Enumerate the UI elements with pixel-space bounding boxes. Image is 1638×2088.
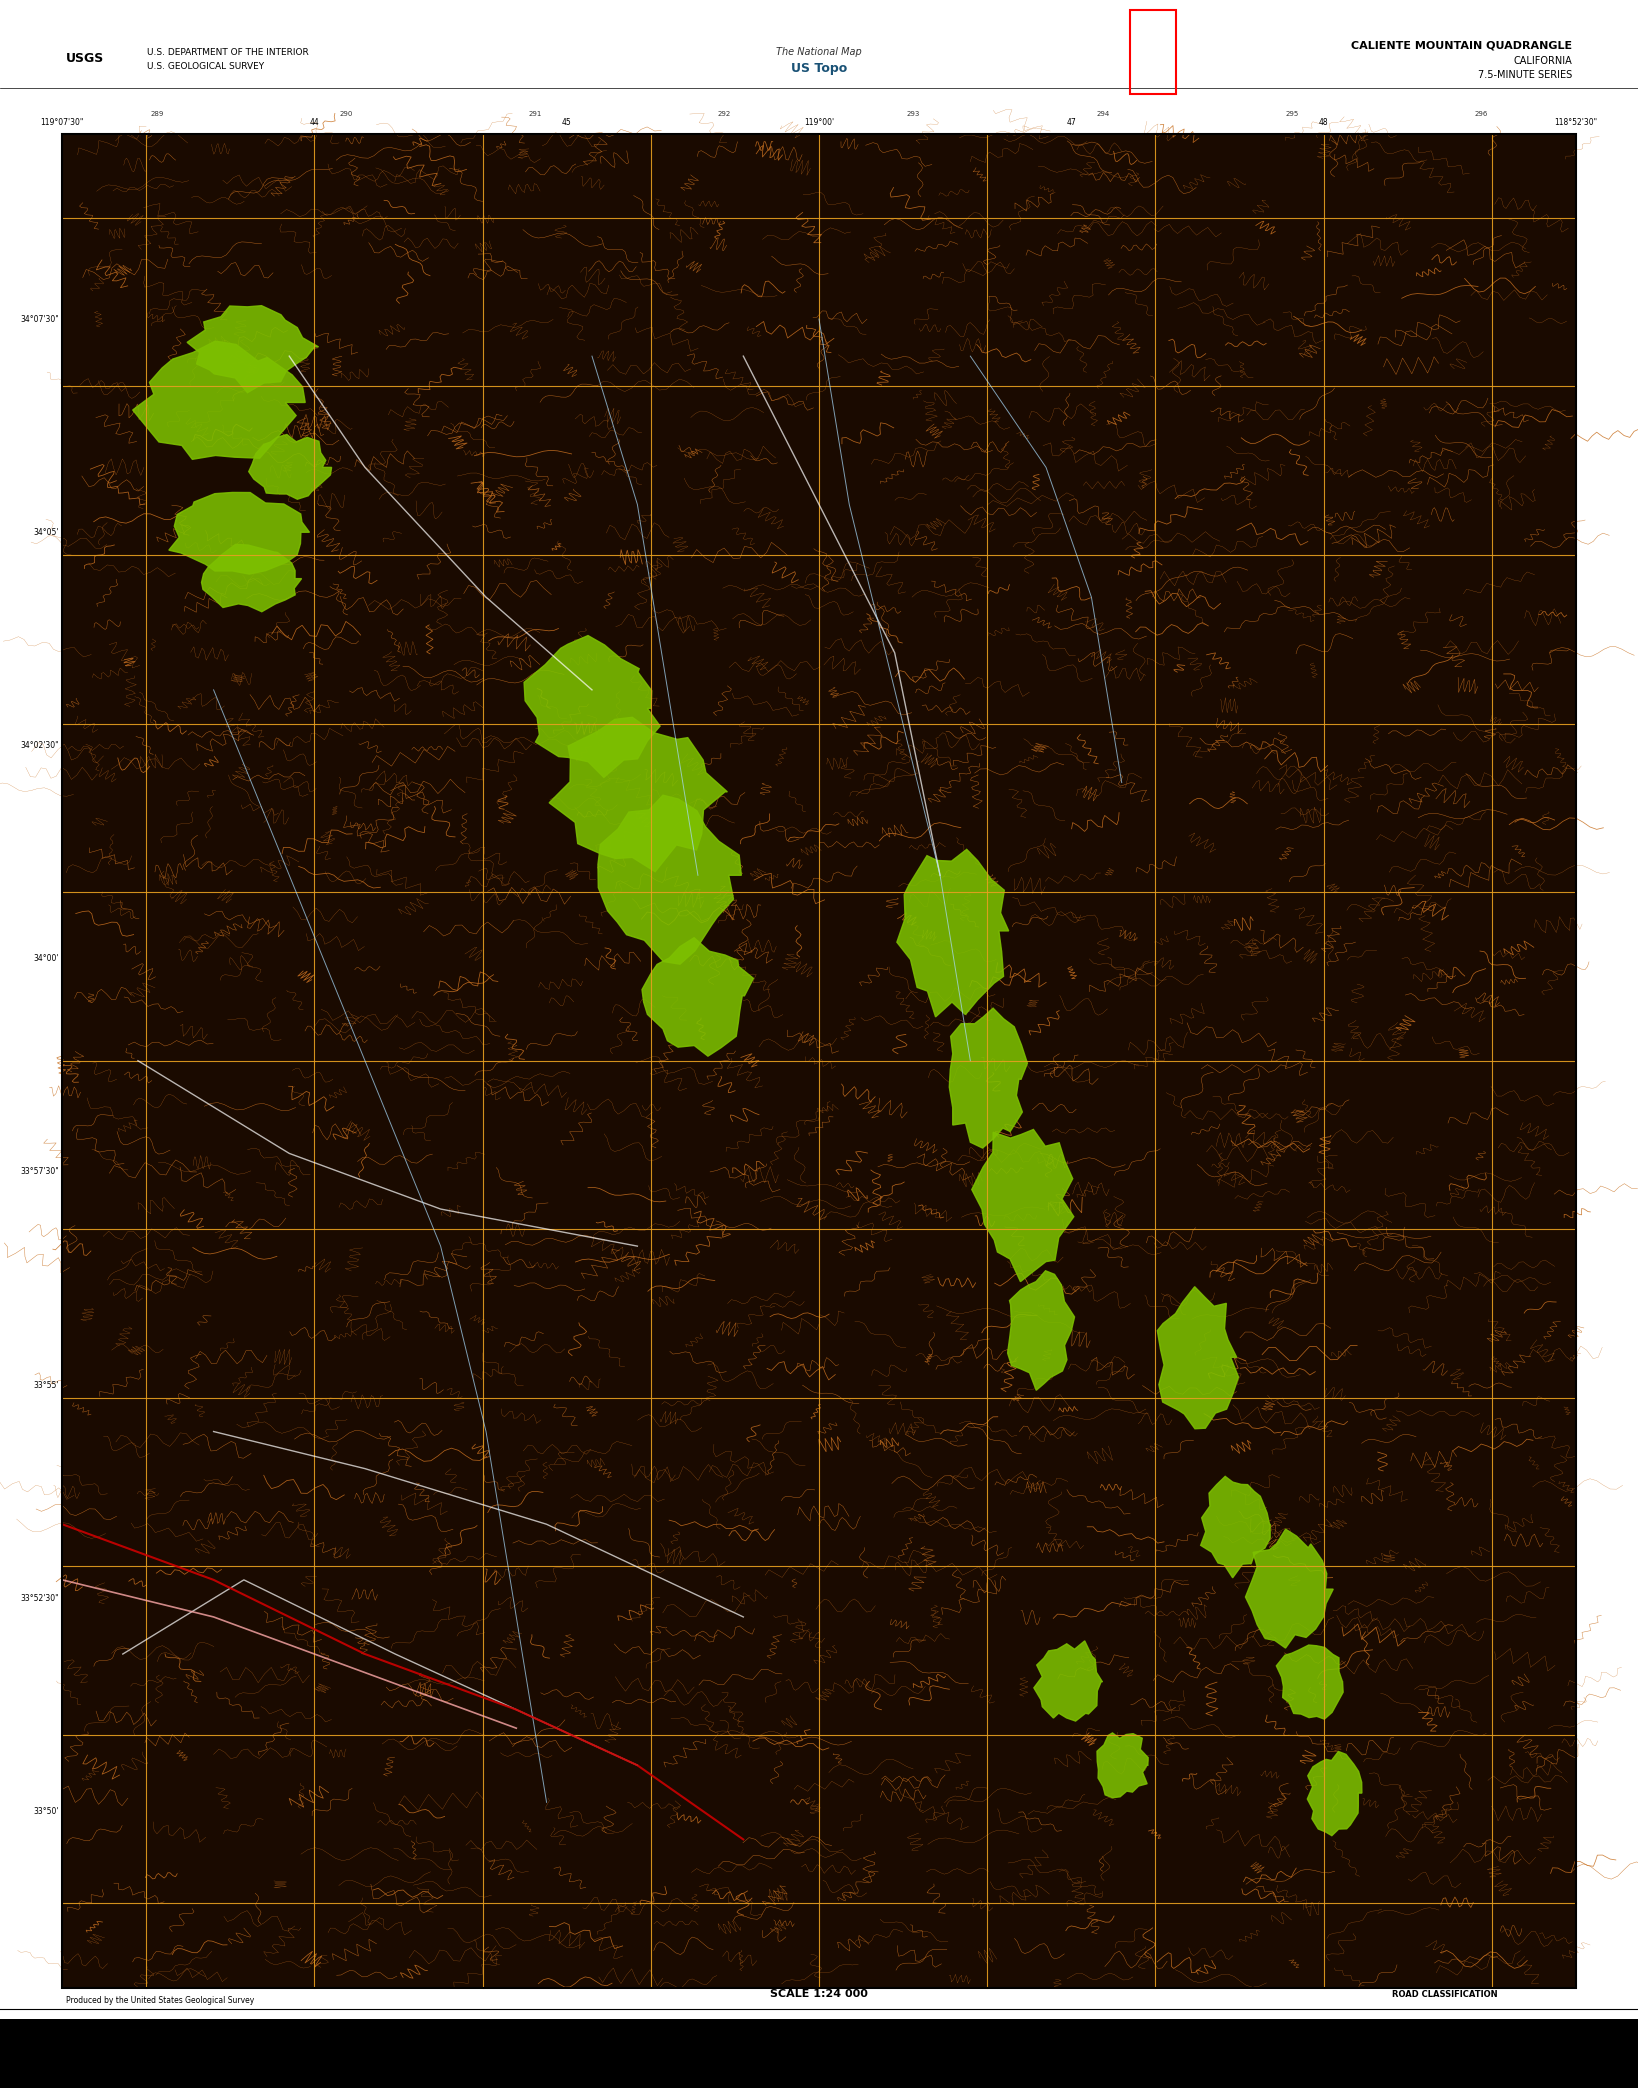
Text: 119°00': 119°00' bbox=[804, 119, 834, 127]
Text: 34°05': 34°05' bbox=[33, 528, 59, 537]
Polygon shape bbox=[1158, 1286, 1238, 1428]
Text: 293: 293 bbox=[907, 111, 921, 117]
Polygon shape bbox=[1307, 1752, 1361, 1835]
Text: 33°52'30": 33°52'30" bbox=[20, 1593, 59, 1604]
Text: 33°55': 33°55' bbox=[33, 1380, 59, 1391]
Text: 289: 289 bbox=[151, 111, 164, 117]
Text: 291: 291 bbox=[529, 111, 542, 117]
Polygon shape bbox=[898, 850, 1009, 1017]
Text: 296: 296 bbox=[1474, 111, 1487, 117]
Polygon shape bbox=[169, 493, 310, 574]
Polygon shape bbox=[971, 1130, 1075, 1282]
Text: 45: 45 bbox=[562, 119, 572, 127]
Text: U.S. GEOLOGICAL SURVEY: U.S. GEOLOGICAL SURVEY bbox=[147, 63, 265, 71]
Bar bbox=[62, 134, 1576, 1988]
Text: CALIFORNIA: CALIFORNIA bbox=[1514, 56, 1572, 65]
Polygon shape bbox=[249, 434, 331, 499]
Polygon shape bbox=[1276, 1645, 1343, 1718]
Text: The National Map: The National Map bbox=[776, 48, 862, 56]
Polygon shape bbox=[642, 938, 753, 1057]
Text: USGS: USGS bbox=[66, 52, 103, 65]
Text: 34°00': 34°00' bbox=[33, 954, 59, 963]
Text: 33°57'30": 33°57'30" bbox=[20, 1167, 59, 1176]
Polygon shape bbox=[598, 796, 742, 965]
Polygon shape bbox=[1245, 1528, 1333, 1647]
Text: ROAD CLASSIFICATION: ROAD CLASSIFICATION bbox=[1392, 1990, 1497, 1998]
Polygon shape bbox=[1007, 1272, 1075, 1391]
Text: 34°02'30": 34°02'30" bbox=[20, 741, 59, 750]
Text: CALIENTE MOUNTAIN QUADRANGLE: CALIENTE MOUNTAIN QUADRANGLE bbox=[1351, 42, 1572, 50]
Polygon shape bbox=[549, 718, 727, 871]
Text: U.S. DEPARTMENT OF THE INTERIOR: U.S. DEPARTMENT OF THE INTERIOR bbox=[147, 48, 310, 56]
Bar bbox=[1130, 10, 1176, 94]
Polygon shape bbox=[1034, 1641, 1102, 1721]
Polygon shape bbox=[201, 545, 301, 612]
Text: 295: 295 bbox=[1286, 111, 1299, 117]
Text: 294: 294 bbox=[1096, 111, 1109, 117]
Text: Produced by the United States Geological Survey: Produced by the United States Geological… bbox=[66, 1996, 254, 2004]
Text: 44: 44 bbox=[310, 119, 319, 127]
Polygon shape bbox=[133, 340, 305, 459]
Bar bbox=[0, 2019, 1638, 2088]
Text: 33°50': 33°50' bbox=[33, 1806, 59, 1817]
Bar bbox=[62, 134, 1576, 1988]
Text: 292: 292 bbox=[717, 111, 731, 117]
Text: 34°07'30": 34°07'30" bbox=[20, 315, 59, 324]
Text: 290: 290 bbox=[339, 111, 352, 117]
Text: 118°52'30": 118°52'30" bbox=[1554, 119, 1597, 127]
Text: 119°07'30": 119°07'30" bbox=[41, 119, 84, 127]
Polygon shape bbox=[187, 305, 318, 393]
Text: US Topo: US Topo bbox=[791, 63, 847, 75]
Text: 47: 47 bbox=[1066, 119, 1076, 127]
Polygon shape bbox=[950, 1009, 1027, 1148]
Polygon shape bbox=[524, 635, 660, 777]
Text: SCALE 1:24 000: SCALE 1:24 000 bbox=[770, 1990, 868, 1998]
Polygon shape bbox=[1201, 1476, 1269, 1579]
Text: 7.5-MINUTE SERIES: 7.5-MINUTE SERIES bbox=[1477, 71, 1572, 79]
Text: 48: 48 bbox=[1319, 119, 1328, 127]
Polygon shape bbox=[1097, 1733, 1148, 1798]
